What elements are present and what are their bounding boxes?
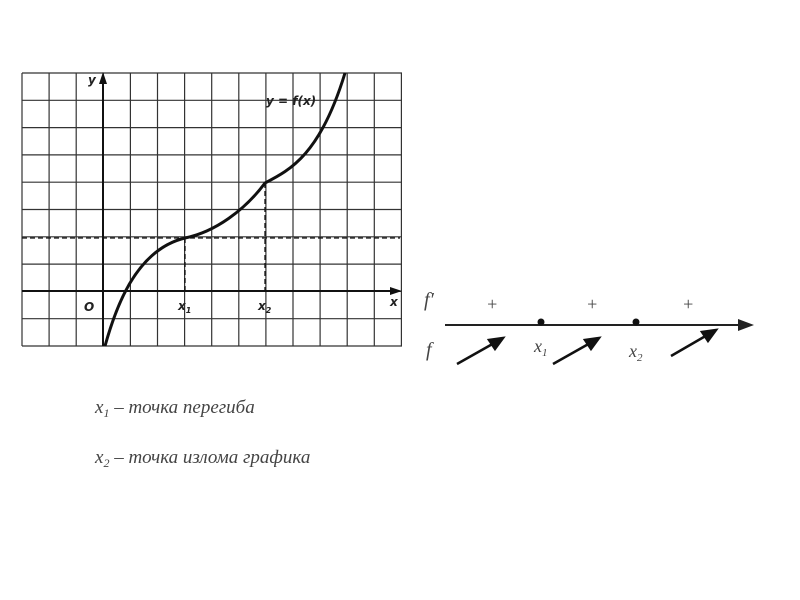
- function-label: f: [426, 339, 434, 361]
- y-arrow: [99, 72, 107, 84]
- sign: +: [486, 294, 498, 314]
- note: x1 – точка перегиба: [94, 397, 255, 420]
- x-label: x: [389, 295, 399, 309]
- x1-mark: x1: [533, 336, 548, 359]
- increase-arrows: [456, 328, 719, 366]
- curve: [103, 72, 347, 347]
- y-label: y: [88, 73, 97, 87]
- x1-label: x1: [177, 299, 191, 315]
- grid: [21, 72, 402, 347]
- number-line-arrow: [738, 319, 754, 331]
- point-x1: [537, 318, 545, 326]
- sign: +: [682, 294, 694, 314]
- sign: +: [586, 294, 598, 314]
- note: x2 – точка излома графика: [94, 447, 310, 470]
- curve-label: y = f(x): [266, 94, 316, 108]
- point-x2: [632, 318, 640, 326]
- origin-label: O: [84, 300, 94, 314]
- derivative-label: f′: [424, 289, 435, 311]
- x2-mark: x2: [628, 341, 643, 364]
- x-arrow: [390, 287, 402, 295]
- x2-label: x2: [257, 299, 272, 315]
